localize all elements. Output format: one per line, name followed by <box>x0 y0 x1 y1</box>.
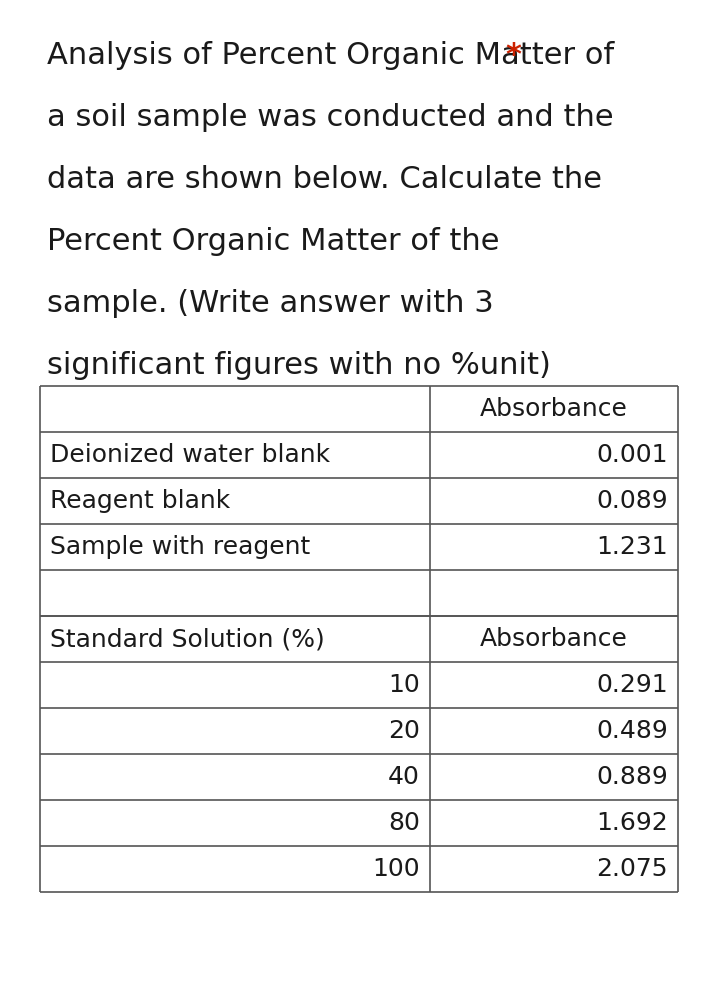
Text: 0.291: 0.291 <box>597 673 668 697</box>
Text: Deionized water blank: Deionized water blank <box>50 443 330 467</box>
Text: Absorbance: Absorbance <box>480 627 628 651</box>
Text: 0.889: 0.889 <box>596 765 668 789</box>
Text: significant figures with no %unit): significant figures with no %unit) <box>47 351 551 380</box>
Text: 100: 100 <box>373 857 420 881</box>
Text: 0.489: 0.489 <box>596 719 668 743</box>
Text: Analysis of Percent Organic Matter of: Analysis of Percent Organic Matter of <box>47 41 624 70</box>
Text: Absorbance: Absorbance <box>480 397 628 421</box>
Text: 1.692: 1.692 <box>596 811 668 835</box>
Text: 1.231: 1.231 <box>597 535 668 559</box>
Text: Sample with reagent: Sample with reagent <box>50 535 310 559</box>
Text: data are shown below. Calculate the: data are shown below. Calculate the <box>47 165 602 194</box>
Text: 80: 80 <box>388 811 420 835</box>
Text: 0.001: 0.001 <box>597 443 668 467</box>
Text: 0.089: 0.089 <box>597 489 668 513</box>
Text: sample. (Write answer with 3: sample. (Write answer with 3 <box>47 289 494 318</box>
Text: Standard Solution (%): Standard Solution (%) <box>50 627 325 651</box>
Text: 10: 10 <box>388 673 420 697</box>
Text: 20: 20 <box>388 719 420 743</box>
Text: Percent Organic Matter of the: Percent Organic Matter of the <box>47 227 500 256</box>
Text: Reagent blank: Reagent blank <box>50 489 230 513</box>
Text: 40: 40 <box>388 765 420 789</box>
Text: 2.075: 2.075 <box>597 857 668 881</box>
Text: a soil sample was conducted and the: a soil sample was conducted and the <box>47 103 614 132</box>
Text: *: * <box>505 41 521 70</box>
